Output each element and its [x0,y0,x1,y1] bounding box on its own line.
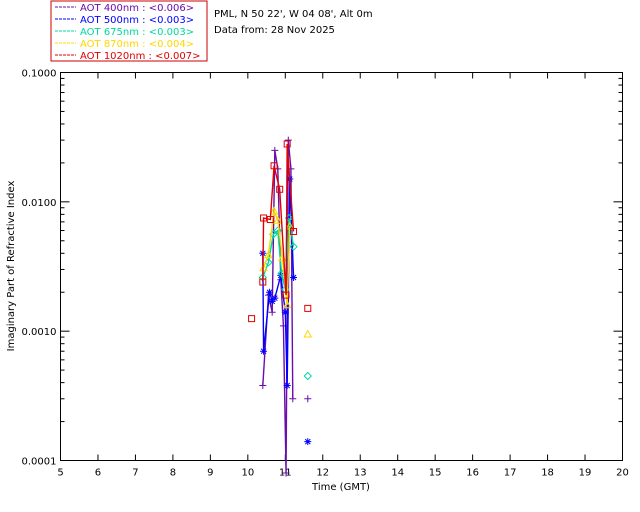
x-tick-label: 7 [132,468,138,479]
x-tick-label: 18 [541,468,554,479]
x-tick-label: 20 [616,468,629,479]
legend: AOT 400nm : <0.006>AOT 500nm : <0.003>AO… [50,0,208,62]
data-point [259,278,267,286]
data-point [277,271,285,279]
data-point [269,206,279,215]
data-point [260,214,268,222]
x-tick-label: 19 [579,468,592,479]
data-point [273,215,283,224]
x-tick-label: 10 [241,468,254,479]
x-axis-label: Time (GMT) [311,482,370,493]
legend-frame [50,0,208,62]
data-point [304,304,312,312]
legend-entry-5: AOT 1020nm : <0.007> [80,51,200,62]
data-point [270,162,278,170]
data-point [268,297,276,305]
x-tick-label: 15 [429,468,442,479]
series-line [262,208,291,305]
data-point [271,146,279,154]
legend-entry-4: AOT 870nm : <0.004> [80,39,194,50]
data-point [289,395,297,403]
data-point [260,347,268,355]
site-info: PML, N 50 22', W 04 08', Alt 0m [214,9,373,20]
y-tick-label: 0.0100 [22,198,57,209]
data-point [283,140,291,148]
data-point [273,226,283,235]
data-point [290,227,298,235]
x-tick-label: 8 [170,468,176,479]
plot-series [248,136,313,477]
y-axis: 0.0001 0.0010 0.0100 0.1000 [22,69,623,468]
data-point [248,315,256,323]
data-point [259,382,267,390]
data-point [303,329,313,338]
x-tick-label: 5 [57,468,63,479]
data-point [303,371,312,381]
x-tick-label: 9 [207,468,213,479]
x-tick-label: 13 [354,468,367,479]
data-point [271,294,279,302]
data-point [289,242,298,251]
data-point [268,308,276,316]
data-point [304,395,312,403]
data-point [266,216,274,224]
data-point [283,382,291,390]
x-tick-label: 16 [466,468,479,479]
legend-entry-3: AOT 675nm : <0.003> [80,27,194,38]
x-tick-label: 14 [391,468,404,479]
y-tick-label: 0.0010 [22,327,57,338]
y-tick-label: 0.1000 [22,69,57,80]
x-axis: 5 6 7 8 9 10 11 12 13 14 15 16 17 18 19 20 [57,72,629,479]
data-point [276,185,284,193]
data-point [266,288,274,296]
data-point [282,291,290,299]
data-date: Data from: 28 Nov 2025 [214,25,335,36]
y-tick-label: 0.0001 [22,457,57,468]
series-line [262,179,295,386]
plot-area [60,72,623,461]
data-point [304,438,312,446]
data-point [282,300,292,309]
x-tick-label: 6 [95,468,101,479]
series-3 [258,213,312,381]
series-5 [248,140,312,323]
series-line [262,143,295,296]
x-tick-label: 17 [504,468,517,479]
data-point [284,136,292,144]
legend-entry-1: AOT 400nm : <0.006> [80,3,194,14]
data-point [282,469,290,477]
data-point [281,308,289,316]
legend-entry-2: AOT 500nm : <0.003> [80,15,194,26]
data-point [290,273,298,281]
data-point [264,250,273,259]
y-axis-label: Imaginary Part of Refractive Index [6,181,17,352]
data-point [285,221,295,230]
x-tick-label: 12 [316,468,329,479]
